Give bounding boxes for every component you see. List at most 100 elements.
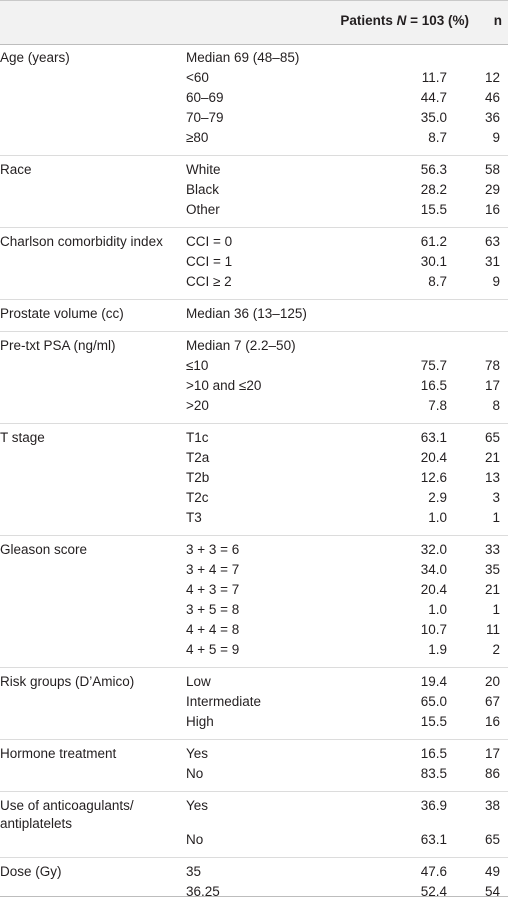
count-value: 17 [484,746,500,761]
count-value: 67 [484,694,500,709]
header-band [0,0,508,44]
category-value: Other [186,202,220,217]
percent-value: 75.7 [420,358,447,373]
group-separator [0,857,508,858]
percent-value: 10.7 [420,622,447,637]
characteristic-label: Race [0,162,32,177]
percent-value: 1.9 [428,642,447,657]
percent-value: 16.5 [420,746,447,761]
category-value: T1c [186,430,209,445]
characteristic-label: Dose (Gy) [0,864,62,879]
percent-value: 12.6 [420,470,447,485]
category-value: 60–69 [186,90,224,105]
bottom-rule [0,896,508,897]
percent-value: 1.0 [428,602,447,617]
count-value: 33 [484,542,500,557]
category-value: 36.25 [186,884,220,899]
category-value: 3 + 3 = 6 [186,542,240,557]
category-value: Yes [186,798,209,813]
category-value: CCI = 0 [186,234,233,249]
characteristic-label: Prostate volume (cc) [0,306,124,321]
category-value: T2b [186,470,210,485]
header-rule [0,44,508,45]
percent-value: 15.5 [420,714,447,729]
characteristic-label: Hormone treatment [0,746,117,761]
count-value: 16 [484,202,500,217]
category-value: Median 7 (2.2–50) [186,338,296,353]
category-value: ≤10 [186,358,209,373]
count-value: 13 [484,470,500,485]
percent-value: 30.1 [420,254,447,269]
count-value: 35 [484,562,500,577]
group-separator [0,739,508,740]
group-separator [0,423,508,424]
category-value: 4 + 5 = 9 [186,642,240,657]
category-value: ≥80 [186,130,209,145]
count-value: 2 [492,642,500,657]
characteristic-label: T stage [0,430,45,445]
count-value: 11 [485,622,500,637]
count-value: 20 [484,674,500,689]
count-value: 1 [492,602,500,617]
category-value: 4 + 3 = 7 [186,582,240,597]
percent-value: 7.8 [428,398,447,413]
percent-value: 34.0 [420,562,447,577]
patients-header-prefix: Patients [340,13,397,28]
characteristic-label: Pre-txt PSA (ng/ml) [0,338,116,353]
category-value: Intermediate [186,694,262,709]
percent-value: 52.4 [420,884,447,899]
count-value: 29 [484,182,500,197]
category-value: Black [186,182,220,197]
percent-value: 19.4 [420,674,447,689]
percent-value: 47.6 [420,864,447,879]
category-value: Median 36 (13–125) [186,306,307,321]
characteristic-label: Risk groups (D’Amico) [0,674,135,689]
count-value: 36 [484,110,500,125]
category-value: 3 + 4 = 7 [186,562,240,577]
characteristic-label: Charlson comorbidity index [0,234,163,249]
percent-value: 16.5 [420,378,447,393]
count-value: 16 [484,714,500,729]
count-value: 21 [484,450,500,465]
patients-header-suffix: = 103 (%) [406,13,469,28]
group-separator [0,535,508,536]
category-value: 35 [186,864,202,879]
category-value: No [186,766,204,781]
category-value: >10 and ≤20 [186,378,262,393]
percent-value: 11.7 [421,70,447,85]
characteristic-label: antiplatelets [0,816,73,831]
count-value: 12 [484,70,500,85]
count-value: 8 [492,398,500,413]
percent-value: 8.7 [428,274,447,289]
count-value: 17 [484,378,500,393]
percent-value: 20.4 [420,582,447,597]
category-value: T2a [186,450,210,465]
category-value: 70–79 [186,110,224,125]
group-separator [0,667,508,668]
group-separator [0,227,508,228]
count-value: 65 [484,832,500,847]
category-value: <60 [186,70,209,85]
characteristic-label: Gleason score [0,542,88,557]
category-value: High [186,714,214,729]
category-value: CCI = 1 [186,254,233,269]
category-value: CCI ≥ 2 [186,274,232,289]
count-value: 31 [484,254,500,269]
category-value: >20 [186,398,209,413]
category-value: 3 + 5 = 8 [186,602,240,617]
top-rule [0,0,508,1]
percent-value: 15.5 [420,202,447,217]
percent-value: 1.0 [428,510,447,525]
patients-column-header: Patients N = 103 (%) [340,13,469,28]
percent-value: 63.1 [420,430,447,445]
category-value: T3 [186,510,202,525]
category-value: No [186,832,204,847]
percent-value: 44.7 [420,90,447,105]
percent-value: 56.3 [420,162,447,177]
group-separator [0,155,508,156]
count-value: 9 [492,274,500,289]
category-value: Low [186,674,211,689]
group-separator [0,791,508,792]
count-value: 54 [484,884,500,899]
